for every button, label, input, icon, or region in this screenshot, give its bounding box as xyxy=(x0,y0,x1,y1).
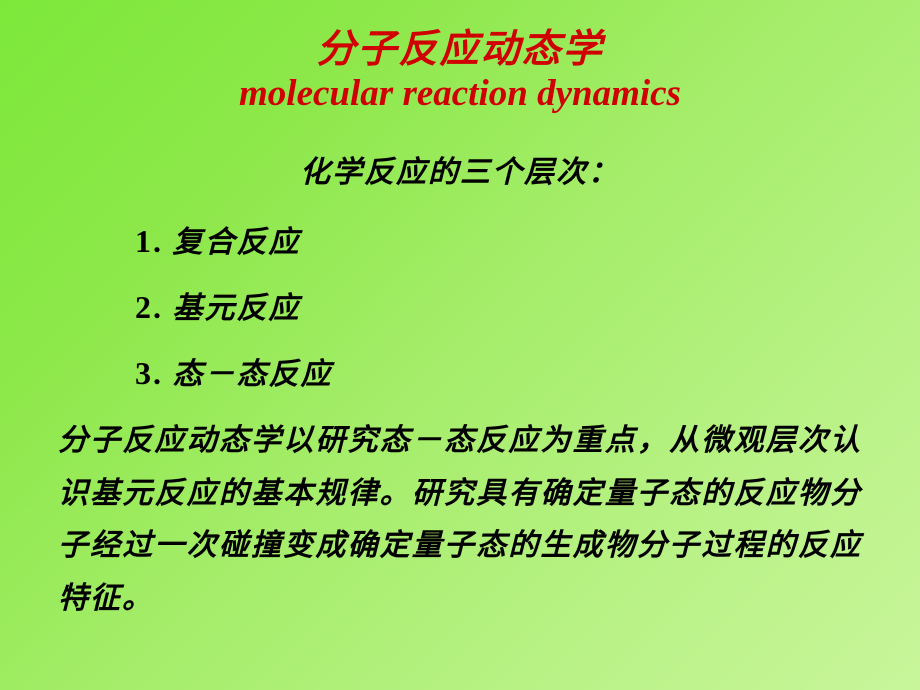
list-item: 3. 态－态反应 xyxy=(135,349,870,393)
subtitle: 化学反应的三个层次： xyxy=(50,147,870,191)
list-text: 基元反应 xyxy=(173,292,301,325)
list-text: 复合反应 xyxy=(173,226,301,259)
title-english: molecular reaction dynamics xyxy=(50,72,870,115)
list-number: 2. xyxy=(135,289,163,325)
list-text: 态－态反应 xyxy=(173,358,333,391)
paragraph: 分子反应动态学以研究态－态反应为重点，从微观层次认识基元反应的基本规律。研究具有… xyxy=(58,415,862,625)
slide-container: 分子反应动态学 molecular reaction dynamics 化学反应… xyxy=(0,0,920,690)
list-item: 1. 复合反应 xyxy=(135,217,870,261)
list-number: 1. xyxy=(135,223,163,259)
list-number: 3. xyxy=(135,355,163,391)
title-chinese: 分子反应动态学 xyxy=(50,18,870,74)
list-item: 2. 基元反应 xyxy=(135,283,870,327)
list-container: 1. 复合反应 2. 基元反应 3. 态－态反应 xyxy=(135,217,870,393)
